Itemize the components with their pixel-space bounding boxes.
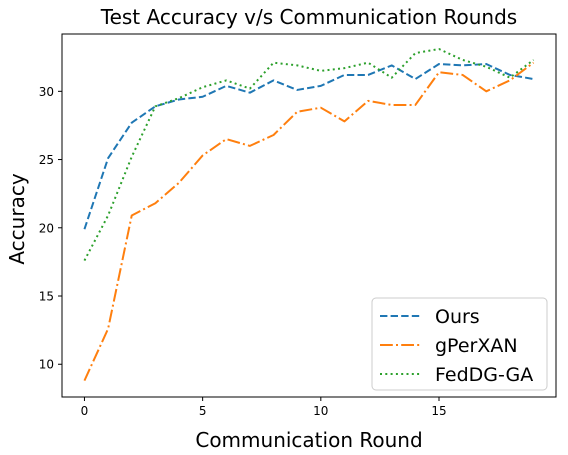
series-line-ours — [83, 63, 534, 230]
series-line-gperxan — [83, 61, 535, 382]
plot-area: 0 5 10 15 10 15 20 25 30 — [39, 33, 557, 418]
x-tick-label: 10 — [313, 404, 328, 418]
y-tick-label: 15 — [39, 290, 54, 304]
y-axis-label: Accuracy — [5, 173, 29, 264]
y-tick-label: 25 — [39, 153, 54, 167]
legend: Ours gPerXAN FedDG-GA — [371, 297, 548, 391]
y-tick-label: 20 — [39, 221, 54, 235]
x-tick-label: 5 — [199, 404, 207, 418]
x-tick-label: 0 — [81, 404, 89, 418]
chart-title: Test Accuracy v/s Communication Rounds — [100, 5, 517, 29]
y-tick-label: 10 — [39, 358, 54, 372]
x-tick-label: 15 — [431, 404, 446, 418]
legend-label: Ours — [435, 306, 480, 328]
legend-label: FedDG-GA — [435, 364, 533, 386]
plot-frame — [61, 33, 557, 398]
legend-label: gPerXAN — [435, 335, 518, 357]
series-line-feddg-ga — [83, 48, 535, 261]
legend-box — [371, 297, 548, 391]
y-tick-label: 30 — [39, 85, 54, 99]
x-axis-label: Communication Round — [195, 428, 422, 452]
